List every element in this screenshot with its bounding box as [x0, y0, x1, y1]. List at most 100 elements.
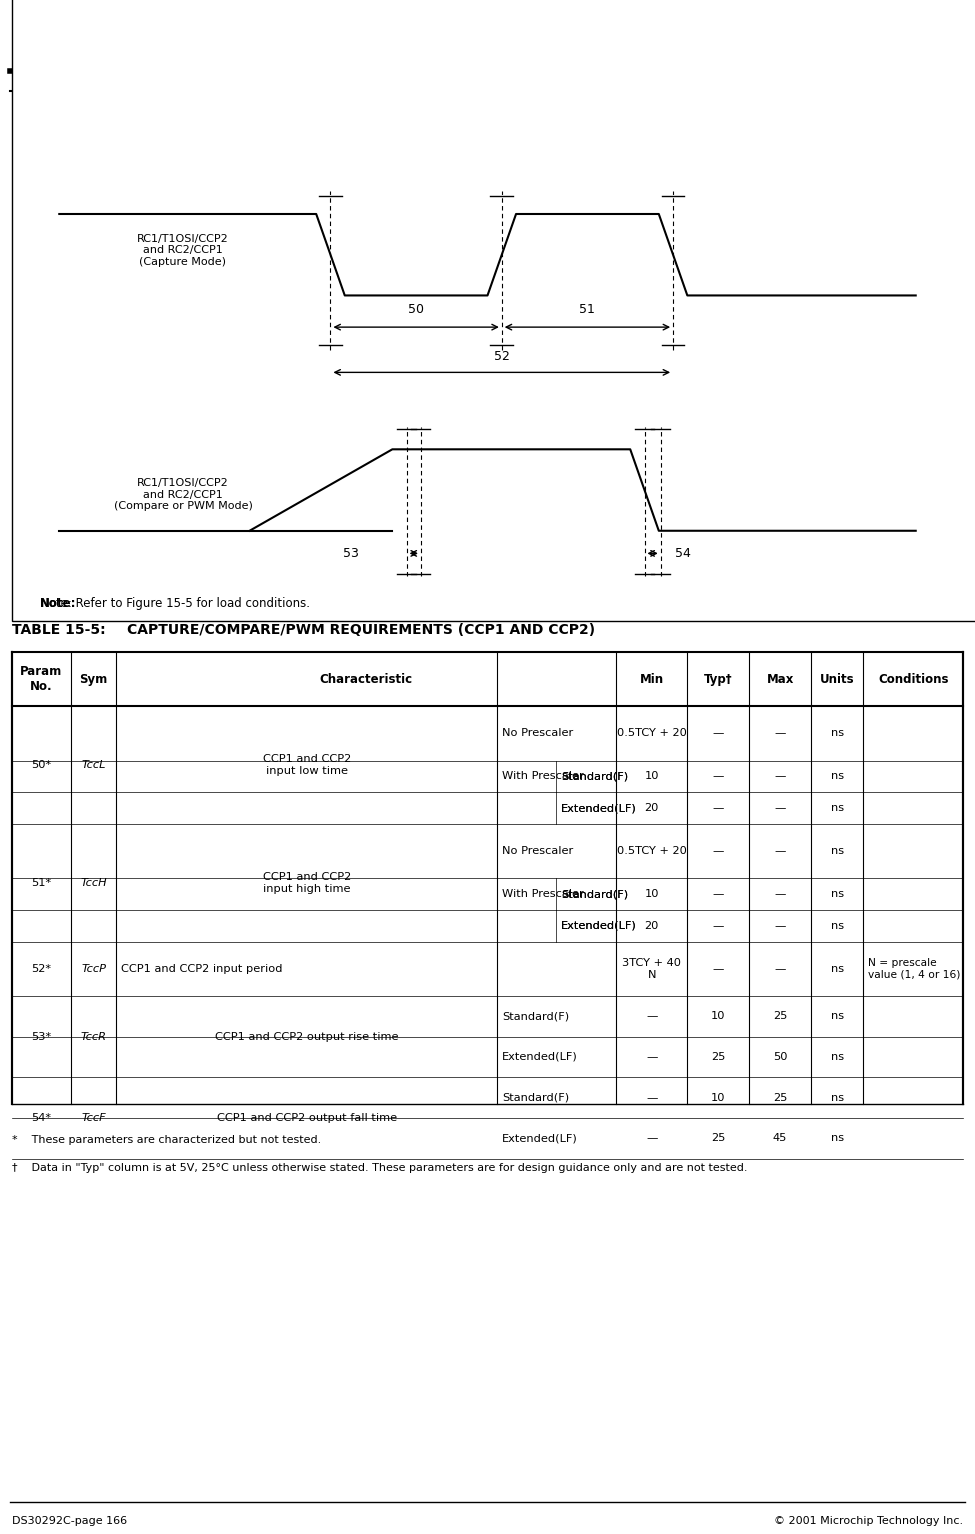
Text: Standard(F): Standard(F) — [502, 1092, 568, 1103]
Text: 25: 25 — [711, 1134, 725, 1143]
Text: —: — — [713, 804, 724, 813]
Text: 10: 10 — [711, 1092, 725, 1103]
Text: ns: ns — [831, 804, 843, 813]
Text: Units: Units — [820, 672, 854, 686]
Text: Standard(F): Standard(F) — [562, 890, 628, 899]
Text: 25: 25 — [711, 1052, 725, 1062]
Text: With Prescaler: With Prescaler — [502, 772, 583, 781]
Text: ns: ns — [831, 963, 843, 974]
Text: Extended(LF): Extended(LF) — [502, 1134, 577, 1143]
Text: 10: 10 — [644, 772, 659, 781]
Text: CAPTURE/COMPARE/PWM REQUIREMENTS (CCP1 AND CCP2): CAPTURE/COMPARE/PWM REQUIREMENTS (CCP1 A… — [127, 623, 595, 638]
Text: Extended(LF): Extended(LF) — [502, 1052, 577, 1062]
Text: —: — — [774, 804, 786, 813]
Text: Note:: Note: — [40, 597, 77, 609]
Text: —: — — [713, 890, 724, 899]
Text: 0.5TCY + 20: 0.5TCY + 20 — [617, 729, 686, 738]
Text: With Prescaler: With Prescaler — [502, 890, 583, 899]
Text: CAPTURE/COMPARE/PWM TIMINGS (CCP1 AND CCP2): CAPTURE/COMPARE/PWM TIMINGS (CCP1 AND CC… — [127, 123, 538, 138]
Text: RC1/T1OSI/CCP2
and RC2/CCP1
(Compare or PWM Mode): RC1/T1OSI/CCP2 and RC2/CCP1 (Compare or … — [113, 479, 253, 511]
Text: ns: ns — [831, 847, 843, 856]
Text: 25: 25 — [773, 1092, 787, 1103]
Text: TccP: TccP — [81, 963, 106, 974]
Text: —: — — [713, 963, 724, 974]
Text: Extended(LF): Extended(LF) — [562, 804, 637, 813]
Text: RC1/T1OSI/CCP2
and RC2/CCP1
(Capture Mode): RC1/T1OSI/CCP2 and RC2/CCP1 (Capture Mod… — [137, 233, 229, 267]
Text: TccL: TccL — [81, 759, 106, 770]
Text: —: — — [713, 772, 724, 781]
Text: 3TCY + 40
N: 3TCY + 40 N — [622, 957, 682, 980]
Text: ns: ns — [831, 1134, 843, 1143]
Text: —: — — [646, 1052, 657, 1062]
Text: 52*: 52* — [31, 963, 52, 974]
Text: 50*: 50* — [31, 759, 52, 770]
Text: Note: Refer to Figure 15-5 for load conditions.: Note: Refer to Figure 15-5 for load cond… — [40, 597, 310, 609]
Text: 45: 45 — [773, 1134, 787, 1143]
Text: 51*: 51* — [31, 877, 52, 888]
Text: 10: 10 — [644, 890, 659, 899]
Text: CCP1 and CCP2 output fall time: CCP1 and CCP2 output fall time — [216, 1114, 397, 1123]
Text: Extended(LF): Extended(LF) — [562, 804, 637, 813]
Text: 51: 51 — [579, 302, 596, 316]
Text: Standard(F): Standard(F) — [502, 1011, 568, 1022]
Text: TccH: TccH — [80, 877, 107, 888]
Text: †    Data in "Typ" column is at 5V, 25°C unless otherwise stated. These paramete: † Data in "Typ" column is at 5V, 25°C un… — [12, 1163, 747, 1174]
Text: N = prescale
value (1, 4 or 16): N = prescale value (1, 4 or 16) — [868, 957, 960, 980]
Text: No Prescaler: No Prescaler — [502, 847, 573, 856]
Text: —: — — [646, 1092, 657, 1103]
Text: Typ†: Typ† — [704, 672, 732, 686]
Text: CCP1 and CCP2 input period: CCP1 and CCP2 input period — [121, 963, 283, 974]
Text: TccF: TccF — [81, 1114, 106, 1123]
Text: ns: ns — [831, 772, 843, 781]
Text: 53: 53 — [343, 548, 359, 560]
Text: Max: Max — [766, 672, 794, 686]
Text: 20: 20 — [644, 920, 659, 931]
Text: —: — — [646, 1011, 657, 1022]
Text: 52: 52 — [493, 350, 510, 364]
Text: FIGURE 15-11:: FIGURE 15-11: — [12, 123, 125, 138]
Text: CCP1 and CCP2
input low time: CCP1 and CCP2 input low time — [262, 755, 351, 776]
Text: PIC16F87X: PIC16F87X — [12, 15, 248, 54]
Text: ns: ns — [831, 1052, 843, 1062]
Text: —: — — [774, 963, 786, 974]
Text: *    These parameters are characterized but not tested.: * These parameters are characterized but… — [12, 1135, 321, 1146]
Text: Standard(F): Standard(F) — [562, 890, 628, 899]
Text: —: — — [774, 729, 786, 738]
Text: —: — — [713, 729, 724, 738]
Text: DS30292C-page 166: DS30292C-page 166 — [12, 1516, 127, 1525]
Text: 0.5TCY + 20: 0.5TCY + 20 — [617, 847, 686, 856]
Text: ns: ns — [831, 1092, 843, 1103]
Text: —: — — [774, 847, 786, 856]
Text: —: — — [646, 1134, 657, 1143]
Text: 53*: 53* — [31, 1031, 52, 1042]
Text: Param
No.: Param No. — [20, 666, 62, 693]
Text: © 2001 Microchip Technology Inc.: © 2001 Microchip Technology Inc. — [774, 1516, 963, 1525]
Text: Characteristic: Characteristic — [320, 672, 412, 686]
Text: Extended(LF): Extended(LF) — [562, 920, 637, 931]
Text: ns: ns — [831, 890, 843, 899]
Text: —: — — [713, 920, 724, 931]
Text: ns: ns — [831, 920, 843, 931]
Text: Min: Min — [640, 672, 664, 686]
Text: —: — — [774, 890, 786, 899]
Text: 25: 25 — [773, 1011, 787, 1022]
Text: 54: 54 — [675, 548, 691, 560]
Text: TccR: TccR — [81, 1031, 106, 1042]
Text: TABLE 15-5:: TABLE 15-5: — [12, 623, 105, 638]
Text: ns: ns — [831, 1011, 843, 1022]
Text: Standard(F): Standard(F) — [562, 772, 628, 781]
Text: Extended(LF): Extended(LF) — [562, 920, 637, 931]
Text: 20: 20 — [644, 804, 659, 813]
Text: ns: ns — [831, 729, 843, 738]
Text: 54*: 54* — [31, 1114, 52, 1123]
Text: Standard(F): Standard(F) — [562, 772, 628, 781]
Text: —: — — [774, 772, 786, 781]
Text: 10: 10 — [711, 1011, 725, 1022]
Text: —: — — [774, 920, 786, 931]
Text: —: — — [713, 847, 724, 856]
Text: CCP1 and CCP2 output rise time: CCP1 and CCP2 output rise time — [214, 1031, 399, 1042]
Text: 50: 50 — [773, 1052, 788, 1062]
Text: Conditions: Conditions — [878, 672, 949, 686]
Text: No Prescaler: No Prescaler — [502, 729, 573, 738]
Text: 50: 50 — [409, 302, 424, 316]
